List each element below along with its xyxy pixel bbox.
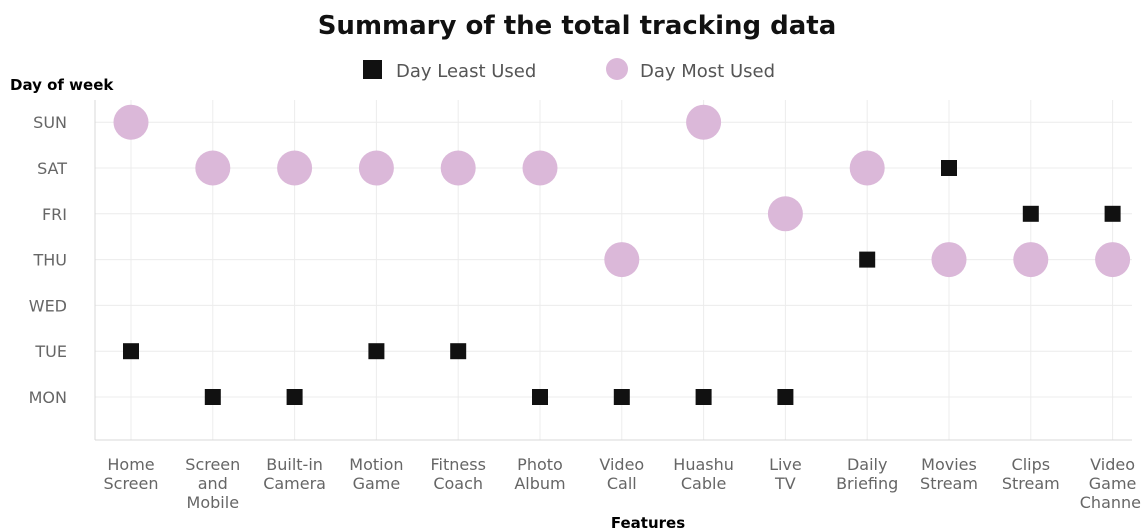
x-tick-live-tv: Live TV <box>769 455 802 493</box>
point-most-used-home-screen <box>113 104 149 140</box>
point-least-used-video-call <box>613 389 630 405</box>
point-most-used-daily-briefing <box>849 150 885 186</box>
x-tick-daily-briefing: Daily Briefing <box>836 455 898 493</box>
series-day-least-used <box>123 160 1121 405</box>
legend: Day Least Used Day Most Used <box>363 58 775 82</box>
point-most-used-motion-game <box>358 150 394 186</box>
x-axis-title: Features <box>611 514 685 531</box>
chart-title: Summary of the total tracking data <box>318 11 837 41</box>
x-axis-ticks: Home Screen Screen and Mobile Built-in Camera M… <box>103 455 1141 512</box>
x-tick-fitness-coach: Fitness Coach <box>430 455 485 493</box>
legend-most-label: Day Most Used <box>640 61 775 82</box>
point-most-used-live-tv <box>767 196 803 232</box>
x-tick-photo-album: Photo Album <box>514 455 565 493</box>
y-axis-title: Day of week <box>10 76 114 94</box>
legend-most-marker <box>606 58 628 80</box>
y-tick-sat: SAT <box>37 159 67 178</box>
point-least-used-daily-briefing <box>859 251 876 268</box>
point-most-used-video-call <box>604 242 640 278</box>
y-tick-thu: THU <box>32 251 67 270</box>
point-least-used-screen-and-mobile <box>204 389 221 405</box>
point-least-used-video-game-channel <box>1104 205 1121 222</box>
point-least-used-clips-stream <box>1022 205 1039 222</box>
point-most-used-video-game-channel <box>1095 242 1131 278</box>
x-tick-huashu-cable: Huashu Cable <box>673 455 734 493</box>
point-least-used-home-screen <box>123 343 139 360</box>
x-tick-built-in-camera: Built-in Camera <box>263 455 326 493</box>
y-tick-mon: MON <box>29 388 67 407</box>
point-least-used-motion-game <box>368 343 385 360</box>
x-tick-motion-game: Motion Game <box>349 455 403 493</box>
y-tick-wed: WED <box>29 296 67 315</box>
series-day-most-used <box>113 104 1131 278</box>
x-tick-home-screen: Home Screen <box>103 455 158 493</box>
point-most-used-fitness-coach <box>440 150 476 186</box>
x-tick-movies-stream: Movies Stream <box>920 455 978 493</box>
y-tick-tue: TUE <box>34 342 67 361</box>
point-least-used-built-in-camera <box>286 389 303 405</box>
point-least-used-live-tv <box>777 389 794 405</box>
y-axis-ticks: MON TUE WED THU FRI SAT SUN <box>29 113 68 407</box>
y-tick-sun: SUN <box>33 113 67 132</box>
legend-least-marker <box>363 60 382 79</box>
x-tick-video-game-channel: Video Game Channel <box>1080 455 1141 512</box>
x-tick-clips-stream: Clips Stream <box>1002 455 1060 493</box>
point-least-used-photo-album <box>532 389 548 405</box>
legend-least-label: Day Least Used <box>396 61 536 82</box>
point-most-used-screen-and-mobile <box>195 150 231 186</box>
point-least-used-movies-stream <box>941 160 957 176</box>
x-tick-video-call: Video Call <box>599 455 644 493</box>
point-most-used-movies-stream <box>931 242 967 278</box>
point-most-used-photo-album <box>522 150 558 186</box>
point-most-used-huashu-cable <box>686 104 722 140</box>
point-least-used-huashu-cable <box>695 389 712 405</box>
point-least-used-fitness-coach <box>450 343 467 360</box>
point-most-used-clips-stream <box>1013 242 1049 278</box>
point-most-used-built-in-camera <box>277 150 313 186</box>
x-tick-screen-and-mobile: Screen and Mobile <box>185 455 240 512</box>
y-tick-fri: FRI <box>42 205 67 224</box>
